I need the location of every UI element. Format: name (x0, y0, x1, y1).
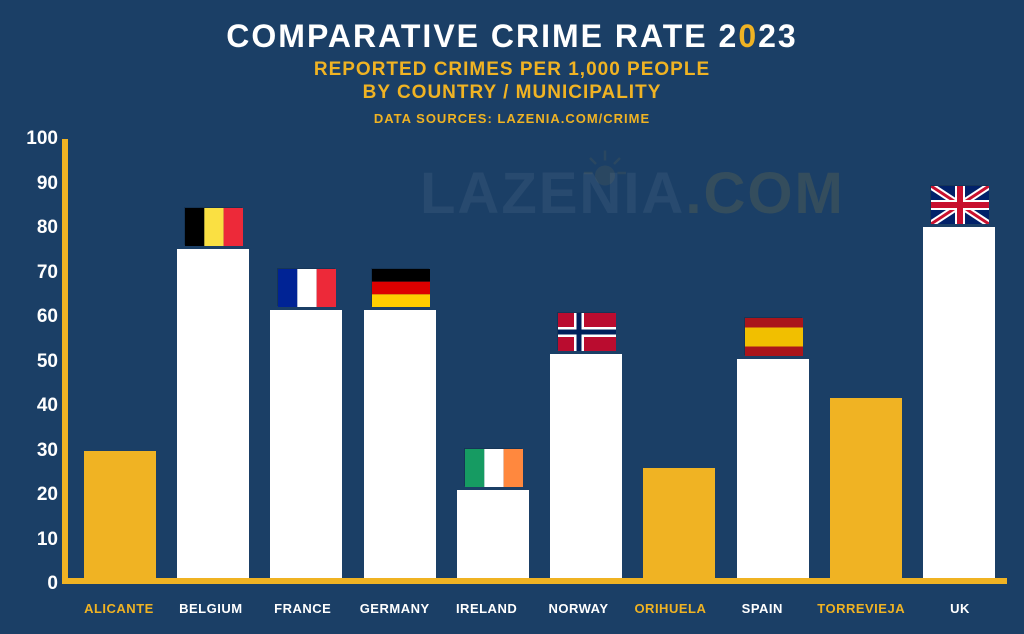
title-prefix: COMPARATIVE CRIME RATE 2 (226, 18, 738, 54)
bar-column (642, 139, 717, 578)
uk-flag-icon (930, 185, 988, 223)
bar (923, 227, 995, 578)
bar (830, 398, 902, 578)
chart-subtitle: REPORTED CRIMES PER 1,000 PEOPLE BY COUN… (0, 59, 1024, 105)
belgium-flag-icon (184, 207, 242, 245)
x-label: UK (923, 601, 997, 616)
bar (270, 310, 342, 578)
y-tick: 70 (18, 262, 58, 284)
bar (550, 354, 622, 578)
x-label: NORWAY (542, 601, 616, 616)
x-labels: ALICANTE BELGIUM FRANCE GERMANY IRELAND NORWA… (82, 601, 997, 616)
y-tick: 80 (18, 217, 58, 239)
bar-column (735, 139, 810, 578)
subtitle-line1: REPORTED CRIMES PER 1,000 PEOPLE (0, 59, 1024, 82)
bar-column (548, 139, 623, 578)
x-label: SPAIN (725, 601, 799, 616)
bar (737, 359, 809, 579)
bar (177, 249, 249, 578)
y-tick: 60 (18, 306, 58, 328)
y-tick: 50 (18, 351, 58, 373)
y-tick: 20 (18, 484, 58, 506)
bar-column (269, 139, 344, 578)
y-tick: 0 (18, 573, 58, 595)
chart-title: COMPARATIVE CRIME RATE 2023 (0, 0, 1024, 55)
chart-area: 0102030405060708090100 ALICANTE BELGIUM FR… (0, 139, 1024, 634)
bar (364, 310, 436, 578)
ireland-flag-icon (464, 448, 522, 486)
y-tick: 90 (18, 173, 58, 195)
bar-column (922, 139, 997, 578)
x-label: BELGIUM (174, 601, 248, 616)
france-flag-icon (277, 268, 335, 306)
bar-column (828, 139, 903, 578)
y-tick: 10 (18, 529, 58, 551)
data-source: DATA SOURCES: LAZENIA.COM/CRIME (0, 111, 1024, 126)
x-label: ALICANTE (82, 601, 156, 616)
y-axis (62, 139, 68, 584)
norway-flag-icon (557, 312, 615, 350)
bar (84, 451, 156, 578)
x-label: GERMANY (358, 601, 432, 616)
spain-flag-icon (744, 317, 802, 355)
y-tick: 40 (18, 395, 58, 417)
bar (643, 468, 715, 578)
germany-flag-icon (371, 268, 429, 306)
x-label: TORREVIEJA (817, 601, 905, 616)
subtitle-line2: BY COUNTRY / MUNICIPALITY (0, 82, 1024, 105)
y-tick: 30 (18, 440, 58, 462)
plot-region: 0102030405060708090100 (62, 139, 1007, 584)
y-tick: 100 (18, 128, 58, 150)
bar-column (175, 139, 250, 578)
x-label: FRANCE (266, 601, 340, 616)
bar (457, 490, 529, 578)
bars-container (82, 139, 997, 578)
x-label: ORIHUELA (633, 601, 707, 616)
bar-column (362, 139, 437, 578)
x-axis (62, 578, 1007, 584)
bar-column (82, 139, 157, 578)
bar-column (455, 139, 530, 578)
title-suffix: 23 (758, 18, 798, 54)
title-accent: 0 (738, 18, 758, 54)
x-label: IRELAND (450, 601, 524, 616)
